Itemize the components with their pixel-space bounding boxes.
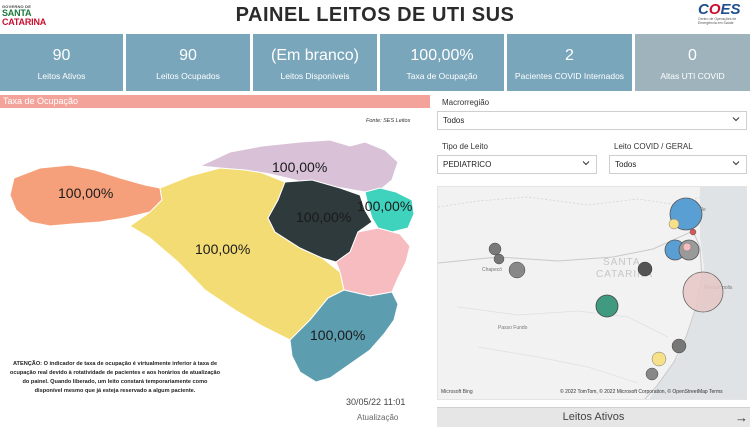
coes-logo: COES Centro de Operações de Emergência e… (698, 2, 744, 30)
region-value-vale-itajai: 100,00% (296, 209, 351, 225)
kpi-leitos-ativos[interactable]: 90 Leitos Ativos (0, 34, 123, 91)
source-label: Fonte: SES Leitos (366, 118, 411, 124)
select-value: Todos (443, 116, 465, 125)
kpi-taxa-ocupacao[interactable]: 100,00% Taxa de Ocupação (380, 34, 504, 91)
arrow-right-icon[interactable]: → (735, 410, 748, 425)
filter-label: Tipo de Leito (442, 142, 488, 151)
select-value: Todos (615, 160, 637, 169)
chevron-down-icon (582, 161, 590, 166)
kpi-value: 2 (565, 47, 574, 64)
region-value-norte: 100,00% (357, 198, 412, 214)
map-panel-title: Taxa de Ocupação (0, 95, 430, 108)
kpi-row: 90 Leitos Ativos 90 Leitos Ocupados (Em … (0, 34, 750, 91)
bubble[interactable] (651, 351, 667, 367)
kpi-altas-uti-covid[interactable]: 0 Altas UTI COVID (635, 34, 750, 91)
bottom-navigation-bar[interactable]: Leitos Ativos → (437, 407, 750, 427)
region-planalto-norte[interactable] (198, 139, 399, 193)
kpi-value: 90 (52, 47, 71, 64)
bubble[interactable] (493, 253, 505, 265)
bubble[interactable] (671, 338, 687, 354)
bubble[interactable] (508, 261, 526, 279)
kpi-label: Leitos Ativos (37, 71, 86, 81)
road-line (477, 346, 639, 384)
filter-label: Macrorregião (442, 98, 490, 107)
ocean-area (649, 187, 746, 399)
region-value-planalto-norte: 100,00% (272, 159, 327, 175)
coes-subtitle: Centro de Operações de Emergência em Saú… (698, 17, 737, 25)
region-norte[interactable] (364, 187, 415, 233)
logo-line-2: SANTA (2, 8, 32, 18)
region-sul[interactable] (289, 289, 399, 383)
bubble[interactable] (488, 242, 502, 256)
kpi-value: 0 (688, 47, 697, 64)
kpi-value: 100,00% (410, 47, 474, 64)
bubble-map[interactable]: SANTA CATARINA Passo Fundo Joinville Flo… (437, 186, 747, 400)
kpi-leitos-disponiveis[interactable]: (Em branco) Leitos Disponíveis (253, 34, 377, 91)
filter-macrorregiao: Macrorregião Todos (437, 98, 747, 134)
select-value: PEDIATRICO (443, 160, 492, 169)
state-label-1: SANTA (603, 257, 641, 268)
tipo-leito-select[interactable]: PEDIATRICO (437, 155, 597, 174)
occupancy-map: 100,00% 100,00% 100,00% 100,00% 100,00% … (9, 139, 415, 383)
city-label: Passo Fundo (498, 325, 528, 331)
map-attribution[interactable]: © 2022 TomTom, © 2022 Microsoft Corporat… (560, 389, 723, 395)
bubble[interactable] (689, 228, 697, 236)
kpi-value: 90 (179, 47, 197, 64)
bubble-map-canvas: SANTA CATARINA Passo Fundo Joinville Flo… (438, 187, 746, 399)
update-timestamp: 30/05/22 11:01 (346, 397, 406, 407)
state-label-2: CATARINA (596, 269, 653, 280)
bubble[interactable] (668, 218, 680, 230)
state-border (438, 230, 703, 399)
kpi-value: (Em branco) (270, 47, 360, 64)
kpi-label: Leitos Disponíveis (280, 71, 350, 81)
bubble[interactable] (637, 261, 653, 277)
santa-catarina-logo: GOVERNO DE SANTA CATARINA (2, 4, 58, 30)
filter-label: Leito COVID / GERAL (614, 142, 693, 151)
filter-leito-covid: Leito COVID / GERAL Todos (609, 142, 747, 178)
bubble[interactable] (595, 294, 619, 318)
bottom-bar-label: Leitos Ativos (562, 411, 625, 423)
city-label: Chapecó (482, 267, 502, 273)
page-title: PAINEL LEITOS DE UTI SUS (235, 4, 515, 26)
region-value-sul: 100,00% (310, 327, 365, 343)
kpi-leitos-ocupados[interactable]: 90 Leitos Ocupados (126, 34, 250, 91)
region-value-meio-oeste: 100,00% (195, 241, 250, 257)
macrorregiao-select[interactable]: Todos (437, 111, 747, 130)
kpi-label: Altas UTI COVID (660, 71, 725, 81)
road-line (457, 306, 669, 338)
kpi-label: Leitos Ocupados (156, 71, 220, 81)
kpi-label: Taxa de Ocupação (406, 71, 478, 81)
attention-note: ATENÇÃO: O indicador de taxa de ocupação… (9, 361, 221, 394)
border-line (438, 196, 701, 208)
update-label: Atualização (357, 413, 399, 422)
kpi-label: Pacientes COVID Internados (514, 71, 625, 81)
logo-line-3: CATARINA (2, 17, 47, 27)
bubble[interactable] (645, 367, 659, 381)
filter-tipo-leito: Tipo de Leito PEDIATRICO (437, 142, 597, 178)
logo-line-1: GOVERNO DE (2, 4, 32, 9)
chevron-down-icon (732, 117, 740, 122)
kpi-pacientes-covid[interactable]: 2 Pacientes COVID Internados (507, 34, 632, 91)
leito-covid-select[interactable]: Todos (609, 155, 747, 174)
bubble-florianopolis[interactable] (682, 271, 724, 313)
region-value-extremo-oeste: 100,00% (58, 185, 113, 201)
bing-logo: Microsoft Bing (441, 389, 473, 395)
chevron-down-icon (732, 161, 740, 166)
bubble[interactable] (682, 242, 692, 252)
